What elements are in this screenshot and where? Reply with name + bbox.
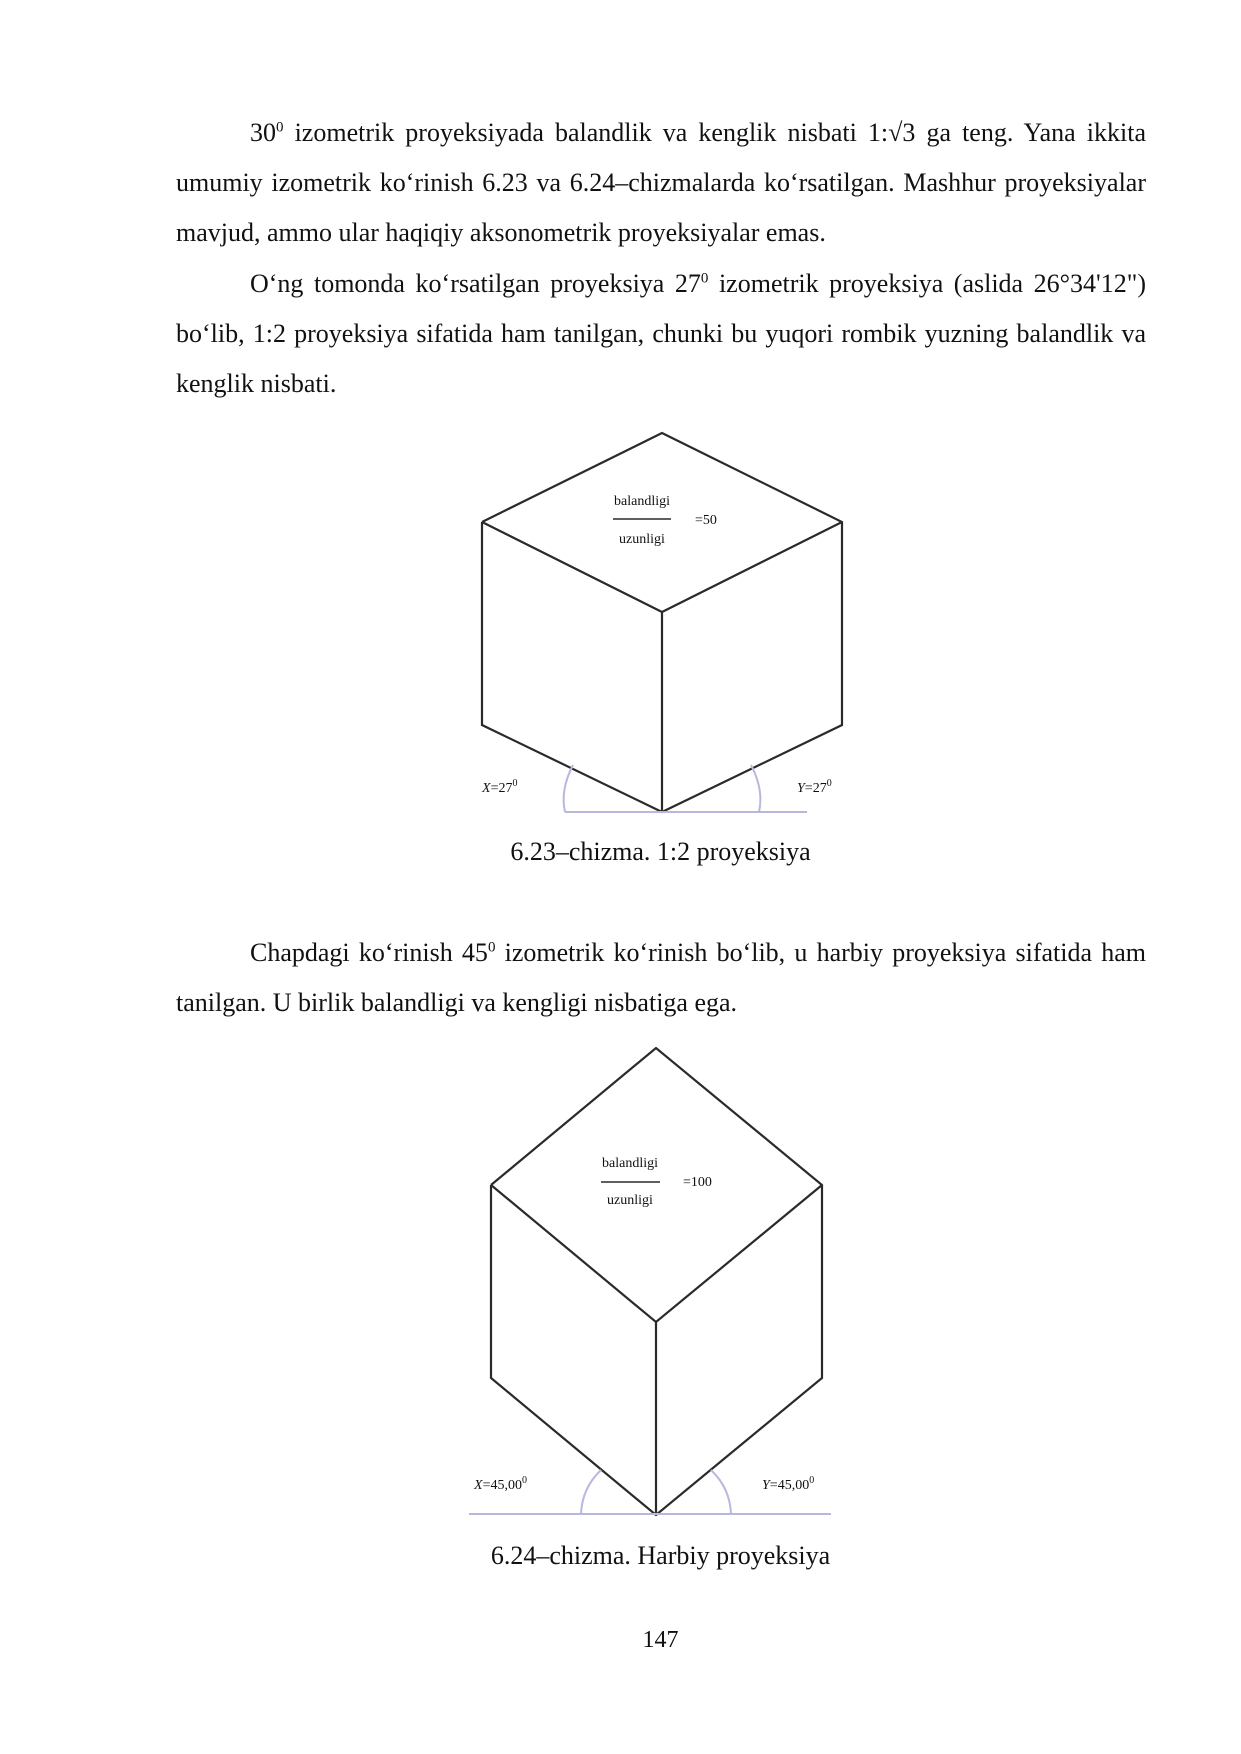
paragraph-3-rest: izometrik ko‘rinish bo‘lib, u harbiy pro…: [176, 938, 1146, 1017]
y-angle-arc: [710, 1469, 732, 1515]
fraction-denominator: uzunligi: [607, 1193, 653, 1208]
paragraph-1-lead: 30: [250, 118, 276, 147]
page-number: 147: [642, 1627, 679, 1653]
x-angle-arc: [562, 764, 574, 813]
paragraph-isometric-ratio: 300 izometrik proyeksiyada balandlik va …: [176, 108, 1146, 258]
x-sup: 0: [512, 778, 517, 789]
cube-outline: [489, 1046, 824, 1517]
x-letter: X: [481, 781, 491, 796]
x-value: =45,00: [483, 1478, 522, 1493]
paragraph-27-degree: O‘ng tomonda ko‘rsatilgan proyeksiya 270…: [176, 259, 1146, 409]
paragraph-45-degree: Chapdagi ko‘rinish 450 izometrik ko‘rini…: [176, 928, 1146, 1028]
x-value: =27: [491, 781, 513, 796]
y-angle-label: Y=270: [797, 778, 832, 796]
paragraph-2-rest: izometrik proyeksiya (aslida 26°34'12") …: [176, 269, 1146, 398]
x-angle-label: X=270: [481, 778, 517, 796]
cube-outline: [480, 431, 844, 814]
x-angle-arc: [580, 1469, 602, 1515]
x-letter: X: [473, 1478, 483, 1493]
fraction-numerator: balandligi: [614, 494, 670, 509]
cube-top-edges: [490, 1184, 823, 1324]
fraction-denominator: uzunligi: [619, 532, 665, 547]
figure-6-24-caption: 6.24–chizma. Harbiy proyeksiya: [490, 1541, 831, 1570]
figure-6-23-caption: 6.23–chizma. 1:2 proyeksiya: [510, 837, 811, 866]
degree-sup: 0: [487, 939, 496, 956]
y-angle-label: Y=45,000: [762, 1475, 814, 1493]
y-sup: 0: [827, 778, 832, 789]
ratio-value: =100: [683, 1175, 712, 1190]
y-letter: Y: [797, 781, 807, 796]
degree-sup: 0: [700, 270, 709, 287]
paragraph-2-lead: O‘ng tomonda ko‘rsatilgan proyeksiya 27: [250, 269, 701, 298]
y-sup: 0: [809, 1475, 814, 1486]
y-letter: Y: [762, 1478, 772, 1493]
degree-sup: 0: [276, 119, 284, 136]
paragraph-3-lead: Chapdagi ko‘rinish 45: [250, 938, 488, 967]
x-angle-label: X=45,000: [473, 1475, 527, 1493]
y-angle-arc: [750, 764, 762, 813]
ratio-value: =50: [695, 513, 717, 528]
y-value: =27: [805, 781, 827, 796]
paragraph-1-rest: izometrik proyeksiyada balandlik va keng…: [176, 118, 1146, 247]
fraction-numerator: balandligi: [602, 1156, 658, 1171]
x-sup: 0: [522, 1475, 527, 1486]
y-value: =45,00: [770, 1478, 809, 1493]
